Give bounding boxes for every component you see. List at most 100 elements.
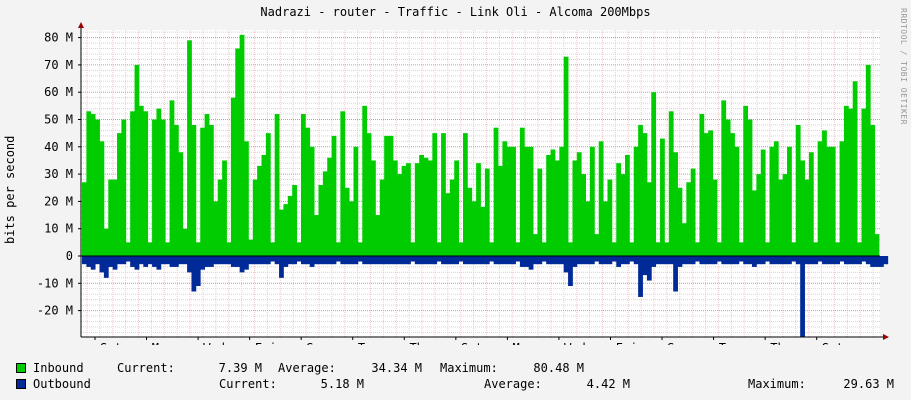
x-tick-label: Mon <box>152 341 174 345</box>
inbound-bar <box>454 160 460 256</box>
inbound-bar <box>843 105 849 256</box>
inbound-bar <box>252 179 258 256</box>
outbound-bar <box>668 256 674 265</box>
inbound-bar <box>178 152 184 256</box>
inbound-bar <box>519 127 525 256</box>
x-axis-arrow <box>883 334 889 340</box>
inbound-bar <box>296 242 302 256</box>
outbound-bar <box>182 256 188 265</box>
inbound-bar <box>173 124 179 257</box>
outbound-bar <box>195 256 201 287</box>
outbound-bar <box>760 256 766 265</box>
outbound-bar <box>703 256 709 265</box>
inbound-bar <box>375 215 381 256</box>
outbound-bar <box>581 256 586 265</box>
inbound-bar <box>318 185 324 256</box>
inbound-bar <box>265 133 271 256</box>
inbound-bar <box>765 242 770 256</box>
outbound-bar <box>121 256 127 265</box>
outbound-bar <box>585 256 591 265</box>
outbound-bar <box>625 256 630 265</box>
inbound-bar <box>498 165 503 256</box>
inbound-bar <box>616 163 622 256</box>
inbound-bar <box>195 242 201 256</box>
inbound-bar <box>528 146 534 256</box>
inbound-bar <box>625 154 630 256</box>
inbound-bar <box>664 242 670 256</box>
x-tick-label: Wed <box>203 341 225 345</box>
inbound-bar <box>699 114 705 256</box>
inbound-bar <box>274 114 280 256</box>
inbound-bar <box>305 127 311 256</box>
inbound-bar <box>822 130 827 256</box>
outbound-bar <box>222 256 227 265</box>
inbound-bar <box>169 100 175 256</box>
inbound-bar <box>546 154 551 256</box>
inbound-bar <box>187 40 192 256</box>
outbound-bar <box>130 256 135 267</box>
outbound-bar <box>138 256 144 265</box>
inbound-bar <box>86 111 92 256</box>
y-tick-label: 30 M <box>44 167 73 181</box>
outbound-bar <box>322 256 328 265</box>
outbound-bar <box>292 256 297 265</box>
inbound-bar <box>257 165 262 256</box>
inbound-bar <box>213 201 219 256</box>
outbound-bar <box>800 256 805 337</box>
inbound-bar <box>160 119 166 256</box>
inbound-bar <box>848 108 854 256</box>
inbound-bar <box>217 179 223 256</box>
outbound-bar <box>664 256 670 265</box>
outbound-current-value: 5.18 M <box>320 377 364 391</box>
outbound-bar <box>340 256 346 265</box>
outbound-bar <box>747 256 753 265</box>
outbound-bar <box>734 256 740 265</box>
y-tick-label: 10 M <box>44 222 73 236</box>
outbound-bar <box>226 256 232 265</box>
outbound-bar <box>200 256 206 270</box>
outbound-bar <box>344 256 350 265</box>
inbound-bar <box>769 146 775 256</box>
outbound-bar <box>449 256 455 265</box>
outbound-bar <box>752 256 757 267</box>
outbound-bar <box>620 256 626 265</box>
inbound-bar <box>200 127 206 256</box>
inbound-bar <box>248 239 254 256</box>
outbound-bar <box>397 256 403 265</box>
inbound-bar <box>182 228 188 256</box>
inbound-bar <box>760 149 766 256</box>
outbound-bar <box>362 256 368 265</box>
inbound-bar <box>344 187 350 256</box>
inbound-bar <box>226 242 232 256</box>
inbound-bar <box>594 234 600 256</box>
outbound-bar <box>594 256 600 262</box>
inbound-bar <box>371 160 376 256</box>
inbound-bar <box>533 234 538 256</box>
inbound-bar <box>515 242 521 256</box>
outbound-bar <box>835 256 840 265</box>
inbound-bar <box>90 114 96 256</box>
inbound-bar <box>484 168 490 256</box>
inbound-bar <box>585 201 591 256</box>
inbound-bar <box>103 228 109 256</box>
inbound-bar <box>633 146 639 256</box>
inbound-bar <box>436 242 442 256</box>
outbound-bar <box>695 256 700 262</box>
outbound-bar <box>169 256 175 267</box>
inbound-bar <box>800 160 805 256</box>
outbound-bar <box>524 256 530 267</box>
x-tick-label: Thu <box>770 341 792 345</box>
inbound-bar <box>673 152 678 256</box>
outbound-bar <box>865 256 871 265</box>
outbound-bar <box>99 256 105 273</box>
outbound-bar <box>143 256 149 267</box>
outbound-bar <box>117 256 122 265</box>
inbound-bar <box>138 105 144 256</box>
outbound-bar <box>738 256 744 262</box>
inbound-series <box>82 34 880 257</box>
outbound-bar <box>589 256 595 265</box>
outbound-bar <box>309 256 315 267</box>
inbound-bar <box>300 114 306 256</box>
inbound-maximum-value: 80.48 M <box>533 361 584 375</box>
outbound-bar <box>660 256 665 265</box>
